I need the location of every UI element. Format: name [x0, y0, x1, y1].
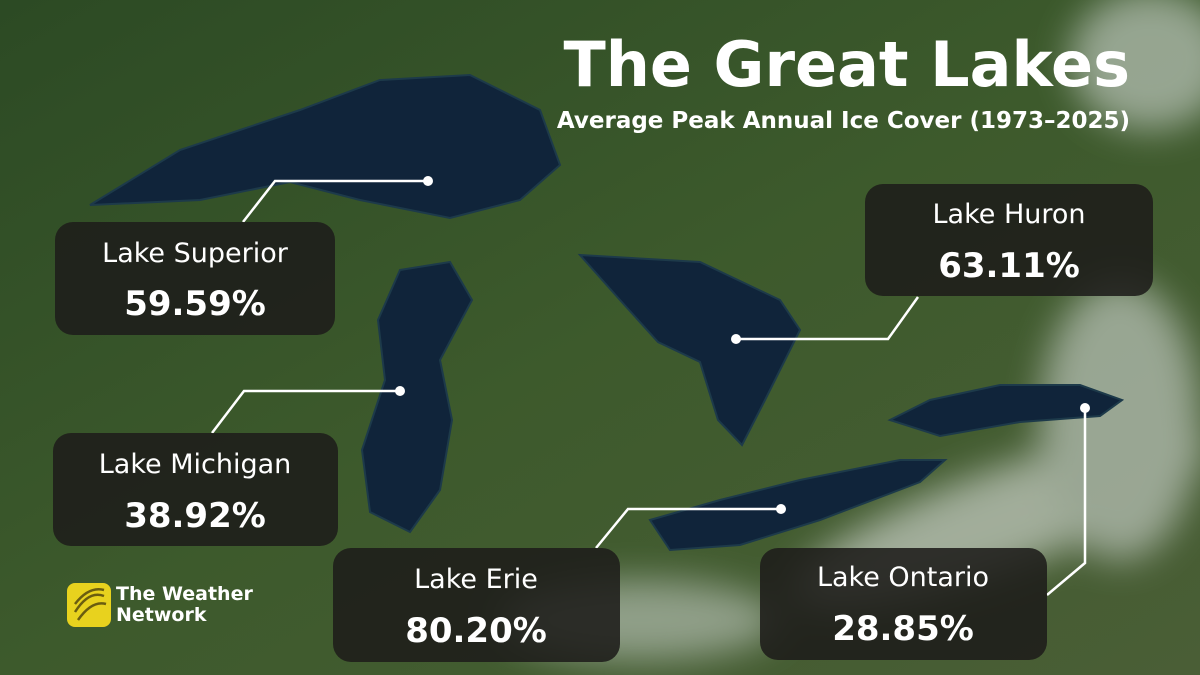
- logo-text: Network: [116, 604, 207, 626]
- lake-value: 80.20%: [405, 611, 547, 651]
- lake-marker: [1080, 403, 1090, 413]
- lake-marker: [395, 386, 405, 396]
- logo: The Weather Network: [67, 583, 253, 627]
- callout: Lake Erie 80.20%: [333, 504, 786, 662]
- lake-value: 28.85%: [832, 609, 974, 649]
- lake-huron-shape: [577, 253, 802, 447]
- callout: Lake Superior 59.59%: [55, 176, 433, 335]
- logo-icon: [67, 583, 111, 627]
- lake-marker: [423, 176, 433, 186]
- callout: Lake Michigan 38.92%: [53, 386, 405, 546]
- label-box: [760, 548, 1047, 660]
- subtitle: Average Peak Annual Ice Cover (1973–2025…: [557, 108, 1130, 134]
- leader-line: [242, 179, 428, 223]
- lake-name: Lake Superior: [102, 238, 289, 269]
- leader-line: [1046, 408, 1087, 596]
- logo-text: The Weather: [116, 583, 253, 605]
- leader-line: [211, 389, 400, 434]
- label-box: [865, 184, 1153, 296]
- lake-marker: [731, 334, 741, 344]
- lake-value: 59.59%: [124, 284, 266, 324]
- callout: Lake Huron 63.11%: [731, 184, 1153, 344]
- label-box: [55, 222, 335, 335]
- lake-michigan-shape: [360, 260, 474, 534]
- label-box: [333, 548, 620, 662]
- lake-ontario-shape: [887, 384, 1125, 438]
- callout: Lake Ontario 28.85%: [760, 403, 1090, 660]
- lake-value: 63.11%: [938, 246, 1080, 286]
- lake-name: Lake Huron: [932, 199, 1085, 230]
- lake-erie-shape: [648, 459, 948, 552]
- lake-name: Lake Ontario: [817, 562, 989, 593]
- lake-name: Lake Michigan: [99, 449, 292, 480]
- lake-name: Lake Erie: [414, 564, 538, 595]
- logo-swirl: [73, 588, 107, 621]
- lake-value: 38.92%: [124, 496, 266, 536]
- leader-line: [595, 507, 781, 549]
- leader-line: [736, 296, 920, 341]
- lake-marker: [776, 504, 786, 514]
- label-box: [53, 433, 338, 546]
- title: The Great Lakes: [563, 28, 1130, 101]
